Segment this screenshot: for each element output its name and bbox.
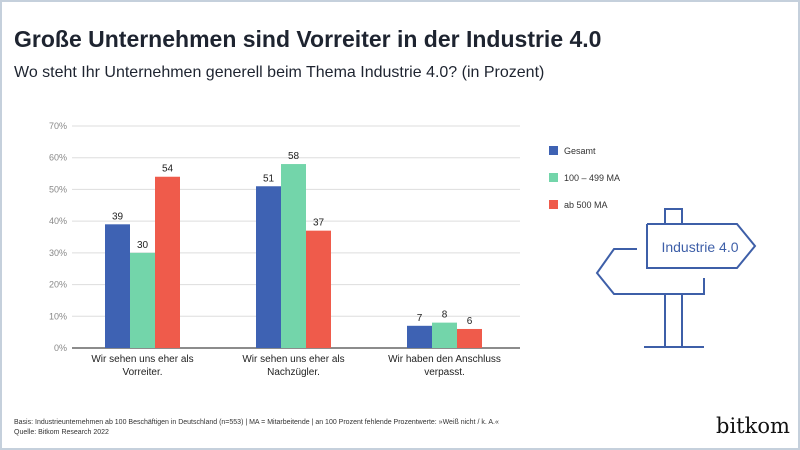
signpost-illustration: Industrie 4.0: [595, 208, 757, 348]
y-tick-label: 40%: [49, 216, 67, 226]
signpost-label: Industrie 4.0: [661, 239, 738, 255]
bar: [155, 176, 180, 348]
y-tick-label: 70%: [49, 121, 67, 131]
category-label: Vorreiter.: [122, 367, 162, 378]
bar: [130, 252, 155, 348]
legend-swatch: [549, 173, 558, 182]
legend-label: ab 500 MA: [564, 200, 608, 210]
category-label: Wir haben den Anschluss: [388, 354, 501, 365]
y-tick-label: 10%: [49, 311, 67, 321]
category-label: Wir sehen uns eher als: [91, 354, 193, 365]
y-tick-label: 50%: [49, 184, 67, 194]
footer: Basis: Industrieunternehmen ab 100 Besch…: [14, 418, 499, 438]
data-label: 7: [417, 313, 423, 324]
bar: [105, 224, 130, 348]
data-label: 8: [442, 310, 448, 321]
bar: [256, 186, 281, 348]
category-label: Nachzügler.: [267, 367, 320, 378]
bar: [432, 322, 457, 348]
y-tick-label: 0%: [54, 343, 67, 353]
footer-basis: Basis: Industrieunternehmen ab 100 Besch…: [14, 419, 499, 426]
footer-source: Quelle: Bitkom Research 2022: [14, 429, 109, 436]
y-tick-label: 30%: [49, 248, 67, 258]
legend-swatch: [549, 146, 558, 155]
data-label: 6: [467, 316, 473, 327]
legend-label: Gesamt: [564, 146, 596, 156]
category-label: verpasst.: [424, 367, 465, 378]
legend-swatch: [549, 200, 558, 209]
data-label: 37: [313, 218, 325, 229]
page-title: Große Unternehmen sind Vorreiter in der …: [14, 26, 602, 52]
data-label: 58: [288, 151, 300, 162]
data-label: 39: [112, 211, 124, 222]
data-label: 54: [162, 164, 174, 175]
legend-label: 100 – 499 MA: [564, 173, 620, 183]
y-tick-label: 60%: [49, 153, 67, 163]
bar: [407, 325, 432, 348]
category-label: Wir sehen uns eher als: [242, 354, 344, 365]
subtitle: Wo steht Ihr Unternehmen generell beim T…: [14, 64, 545, 81]
bar: [457, 328, 482, 348]
bar: [306, 230, 331, 348]
data-label: 30: [137, 240, 149, 251]
bar: [281, 164, 306, 348]
data-label: 51: [263, 173, 275, 184]
bitkom-logo: bitkom: [716, 414, 790, 438]
y-tick-label: 20%: [49, 280, 67, 290]
